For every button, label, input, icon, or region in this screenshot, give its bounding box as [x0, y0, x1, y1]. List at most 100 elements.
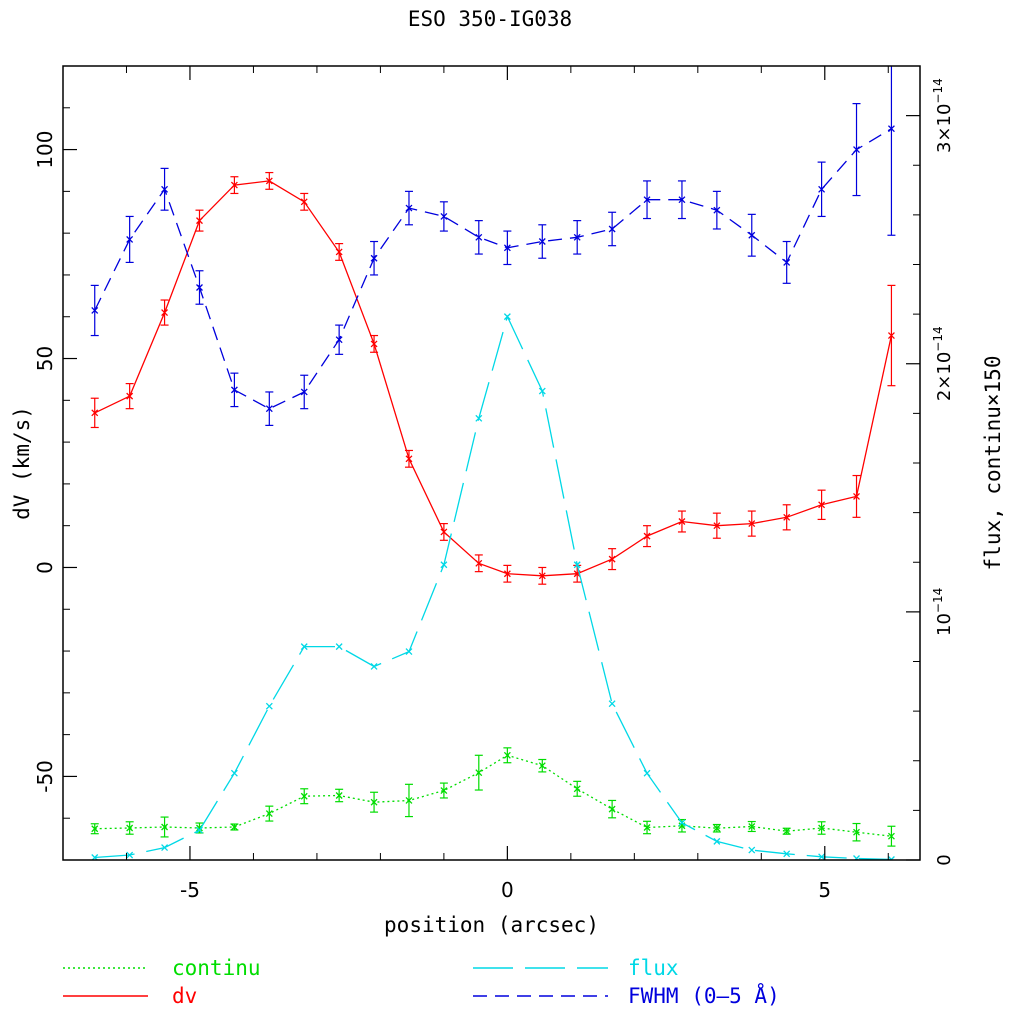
data-point	[818, 853, 826, 860]
data-point	[405, 796, 413, 804]
y2-tick-label: 0	[934, 854, 955, 865]
series-line	[94, 128, 892, 410]
data-point	[405, 455, 413, 463]
x-axis-label: position (arcsec)	[384, 913, 599, 937]
data-point	[643, 532, 651, 540]
data-point	[818, 501, 826, 509]
y2-tick-base: 2×10	[934, 352, 955, 401]
y2-tick-base: 3×10	[934, 104, 955, 153]
data-point	[608, 225, 616, 233]
data-point	[713, 206, 721, 214]
y2-tick-exponent: −14	[931, 78, 945, 103]
data-point	[370, 798, 378, 806]
data-point	[475, 769, 483, 777]
data-point	[126, 824, 134, 832]
data-point	[887, 125, 895, 133]
data-point	[713, 522, 721, 530]
data-point	[265, 177, 273, 185]
data-point	[608, 700, 616, 708]
series-2	[91, 313, 895, 860]
data-point	[503, 570, 511, 578]
data-point	[853, 492, 860, 500]
x-tick-label: -5	[180, 878, 200, 902]
data-point	[853, 855, 860, 860]
y2-tick-exponent: −14	[931, 326, 945, 351]
data-point	[503, 751, 511, 759]
y-tick-label: 100	[33, 130, 57, 168]
legend-label: continu	[172, 956, 261, 980]
data-point	[335, 792, 343, 799]
data-point	[126, 851, 134, 859]
data-point	[475, 414, 483, 422]
data-point	[853, 828, 860, 836]
data-point	[405, 204, 413, 212]
data-point	[91, 307, 99, 314]
legend-label: dv	[172, 984, 197, 1008]
x-tick-label: 5	[818, 878, 831, 902]
data-point	[91, 825, 99, 833]
data-point	[538, 238, 546, 245]
data-point	[300, 198, 308, 206]
data-point	[573, 785, 581, 793]
data-point	[887, 332, 895, 340]
y-tick-label: 0	[33, 561, 57, 574]
data-point	[783, 827, 791, 835]
data-point	[161, 185, 169, 193]
data-point	[161, 309, 169, 317]
data-point	[643, 824, 651, 831]
data-point	[818, 824, 826, 832]
y-tick-label: 50	[33, 346, 57, 371]
data-point	[748, 231, 756, 239]
data-point	[161, 823, 169, 831]
legend-label: flux	[628, 956, 679, 980]
y2-tick-base: 10	[934, 613, 955, 636]
data-point	[538, 572, 546, 580]
series-line	[94, 754, 892, 837]
data-point	[643, 769, 651, 777]
data-point	[265, 702, 273, 710]
data-point	[335, 248, 343, 256]
data-point	[440, 528, 448, 536]
data-point	[196, 217, 203, 225]
y2-tick-label: 2×10−14	[931, 326, 955, 401]
data-point	[538, 387, 546, 395]
data-point	[818, 185, 826, 193]
data-point	[440, 561, 448, 569]
data-point	[538, 762, 546, 770]
data-point	[713, 837, 721, 845]
plot-frame	[62, 65, 921, 861]
data-point	[608, 805, 616, 813]
data-point	[475, 233, 483, 241]
data-point	[748, 823, 756, 830]
data-point	[475, 559, 483, 567]
data-point	[300, 643, 308, 651]
data-point	[783, 258, 791, 266]
data-point	[196, 284, 203, 291]
y2-axis-label: flux, continu×150	[981, 356, 1005, 571]
series-layer	[90, 66, 896, 860]
data-point	[300, 388, 308, 396]
data-point	[370, 254, 378, 262]
data-point	[230, 823, 238, 831]
series-0	[90, 747, 896, 847]
y-axis-label: dV (km/s)	[10, 406, 34, 520]
y-tick-label: -50	[33, 760, 57, 793]
chart-title: ESO 350-IG038	[408, 7, 572, 31]
data-point	[126, 392, 134, 400]
data-point	[161, 844, 169, 852]
data-point	[370, 340, 378, 348]
data-point	[573, 233, 581, 241]
data-point	[713, 824, 721, 832]
data-point	[440, 787, 448, 794]
data-point	[748, 846, 756, 854]
legend-label: FWHM (0–5 Å)	[628, 982, 780, 1008]
series-line	[94, 180, 893, 577]
data-point	[678, 819, 686, 827]
data-point	[887, 832, 895, 840]
y2-tick-label: 10−14	[931, 588, 955, 636]
y2-tick-exponent: −14	[931, 588, 945, 613]
data-point	[643, 196, 651, 204]
data-point	[230, 769, 238, 777]
